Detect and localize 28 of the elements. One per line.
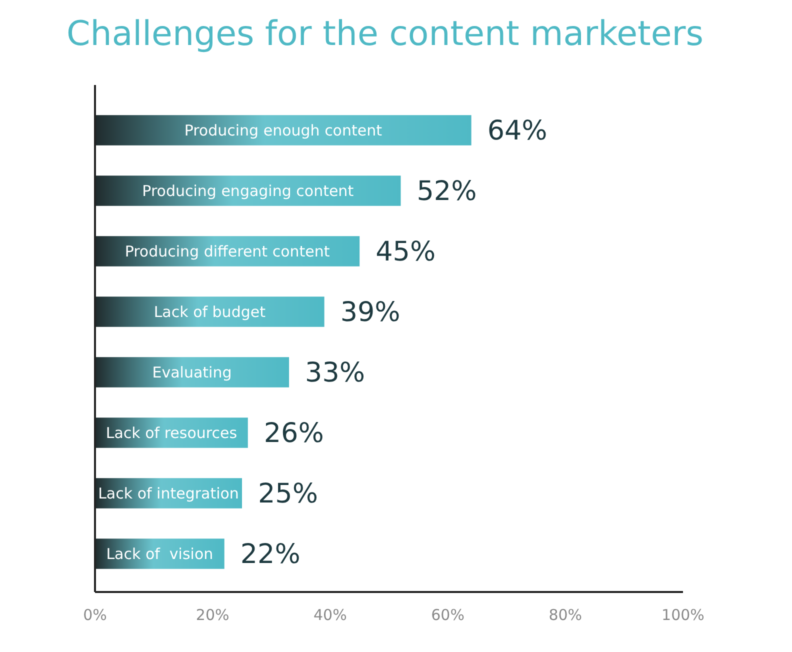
data-label: 33%: [305, 358, 366, 389]
x-tick-label: 60%: [431, 606, 464, 624]
data-label: 25%: [258, 478, 318, 510]
y-tick-label: Lack of vision: [106, 545, 214, 563]
data-label: 26%: [264, 418, 324, 450]
x-tick-label: 40%: [314, 606, 347, 624]
bar: [95, 538, 224, 569]
chart-title: Challenges for the content marketers: [66, 14, 704, 54]
bar: [95, 357, 290, 388]
data-label: 39%: [340, 297, 400, 328]
x-tick-label: 0%: [83, 606, 107, 624]
y-tick-label: Lack of integration: [98, 484, 239, 502]
data-label: 45%: [376, 236, 436, 268]
y-tick-label: Producing engaging content: [142, 182, 354, 200]
data-label: 52%: [416, 176, 477, 208]
bar: [95, 176, 401, 206]
y-tick-label: Producing different content: [124, 242, 330, 260]
y-tick-label: Evaluating: [152, 364, 232, 382]
bar: [95, 296, 324, 327]
y-tick-label: Producing enough content: [184, 122, 382, 140]
y-tick-label: Lack of budget: [154, 303, 266, 321]
x-tick-label: 100%: [662, 606, 704, 624]
x-tick-label: 80%: [548, 606, 582, 624]
data-label: 64%: [487, 116, 548, 147]
data-label: 22%: [240, 539, 300, 570]
x-tick-label: 20%: [196, 606, 230, 624]
bar: [95, 115, 472, 146]
y-tick-label: Lack of resources: [106, 424, 238, 442]
